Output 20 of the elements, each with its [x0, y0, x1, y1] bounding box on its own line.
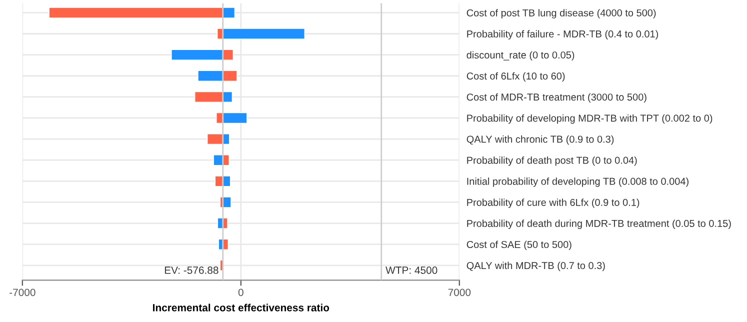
y-tick-label: QALY with chronic TB (0.9 to 0.3) — [466, 135, 614, 145]
y-tick-label: Initial probability of developing TB (0.008 to 0.004) — [467, 178, 688, 187]
y-tick-label: Probability of death post TB (0 to 0.04) — [467, 156, 637, 166]
bar — [222, 196, 232, 208]
y-tick-label: Probability of developing MDR-TB with TPT (0.002 to 0) — [467, 114, 712, 124]
y-tick-label: QALY with MDR-TB (0.7 to 0.3) — [466, 262, 605, 272]
y-tick-label: Cost of 6Lfx (10 to 60) — [466, 72, 565, 82]
y-tick-label: Probability of cure with 6Lfx (0.9 to 0.1) — [467, 198, 640, 208]
x-tick-label: 0 — [238, 288, 244, 296]
y-tick-label: Probability of death during MDR-TB treatment (0.05 to 0.15) — [467, 220, 731, 229]
ref-line-label: WTP: 4500 — [386, 266, 438, 274]
y-tick-label: Cost of post TB lung disease (4000 to 500) — [466, 9, 656, 18]
y-tick-label: discount_rate (0 to 0.05) — [466, 51, 574, 61]
x-axis-title: Incremental cost effectiveness ratio — [153, 304, 330, 312]
x-tick-label: -7000 — [10, 288, 36, 296]
y-tick-label: Probability of failure - MDR-TB (0.4 to 0.01) — [467, 30, 658, 40]
ref-line-label: EV: -576.88 — [164, 266, 218, 274]
x-tick-label: 7000 — [448, 288, 471, 296]
y-tick-label: Cost of SAE (50 to 500) — [466, 240, 572, 250]
y-tick-label: Cost of MDR-TB treatment (3000 to 500) — [466, 93, 646, 103]
